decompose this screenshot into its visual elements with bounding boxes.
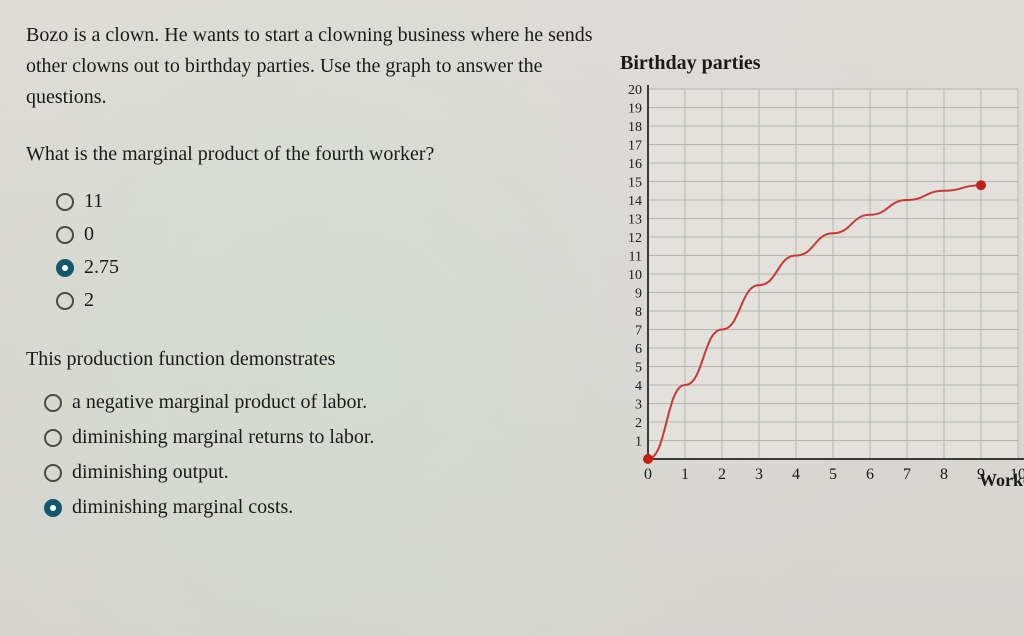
svg-text:5: 5	[635, 361, 642, 376]
svg-text:7: 7	[635, 324, 642, 339]
svg-text:4: 4	[792, 466, 800, 483]
q1-option[interactable]: 11	[56, 190, 596, 213]
svg-text:15: 15	[628, 176, 642, 191]
svg-text:13: 13	[628, 213, 642, 228]
svg-text:6: 6	[866, 466, 874, 483]
q2-option-label: diminishing output.	[72, 461, 229, 484]
chart-title: Birthday parties	[620, 52, 1024, 75]
svg-text:1: 1	[635, 435, 642, 450]
chart-xlabel: Workers	[979, 470, 1024, 491]
svg-text:9: 9	[635, 287, 642, 302]
q2-option-label: diminishing marginal costs.	[72, 496, 293, 519]
svg-text:2: 2	[635, 416, 642, 431]
q2-option[interactable]: a negative marginal product of labor.	[44, 391, 596, 414]
q1-option[interactable]: 2	[56, 289, 596, 312]
q1-option-label: 11	[84, 190, 103, 213]
q1-text: What is the marginal product of the four…	[26, 143, 596, 166]
svg-text:3: 3	[635, 398, 642, 413]
svg-text:8: 8	[940, 466, 948, 483]
q2-option-label: diminishing marginal returns to labor.	[72, 426, 374, 449]
svg-text:5: 5	[829, 466, 837, 483]
radio-icon[interactable]	[44, 394, 62, 412]
svg-text:17: 17	[628, 139, 642, 154]
svg-text:6: 6	[635, 342, 642, 357]
svg-text:11: 11	[629, 250, 642, 265]
q1-options: 11 0 2.75 2	[56, 190, 596, 312]
radio-icon[interactable]	[56, 226, 74, 244]
q2-option-label: a negative marginal product of labor.	[72, 391, 367, 414]
q2-options: a negative marginal product of labor. dim…	[44, 391, 596, 519]
q2-option[interactable]: diminishing marginal returns to labor.	[44, 426, 596, 449]
q1-option[interactable]: 0	[56, 223, 596, 246]
q1-option-label: 2	[84, 289, 94, 312]
radio-icon[interactable]	[44, 429, 62, 447]
q1-option-label: 2.75	[84, 256, 119, 279]
svg-text:14: 14	[628, 194, 642, 209]
radio-icon[interactable]	[56, 292, 74, 310]
prompt-text: Bozo is a clown. He wants to start a clo…	[26, 20, 596, 113]
svg-text:10: 10	[628, 268, 642, 283]
svg-text:1: 1	[681, 466, 689, 483]
svg-text:7: 7	[903, 466, 911, 483]
radio-icon[interactable]	[44, 499, 62, 517]
q2-option[interactable]: diminishing output.	[44, 461, 596, 484]
svg-text:12: 12	[628, 231, 642, 246]
svg-text:0: 0	[644, 466, 652, 483]
svg-text:4: 4	[635, 379, 642, 394]
chart-container: 1234567891011121314151617181920012345678…	[614, 83, 1024, 487]
svg-text:3: 3	[755, 466, 763, 483]
svg-text:2: 2	[718, 466, 726, 483]
svg-text:19: 19	[628, 102, 642, 117]
svg-text:8: 8	[635, 305, 642, 320]
svg-text:16: 16	[628, 157, 642, 172]
radio-icon[interactable]	[44, 464, 62, 482]
radio-icon[interactable]	[56, 193, 74, 211]
q1-option[interactable]: 2.75	[56, 256, 596, 279]
svg-text:18: 18	[628, 120, 642, 135]
production-chart: 1234567891011121314151617181920012345678…	[614, 83, 1024, 487]
radio-icon[interactable]	[56, 259, 74, 277]
q1-option-label: 0	[84, 223, 94, 246]
q2-option[interactable]: diminishing marginal costs.	[44, 496, 596, 519]
svg-text:20: 20	[628, 83, 642, 98]
q2-stem: This production function demonstrates	[26, 348, 596, 371]
